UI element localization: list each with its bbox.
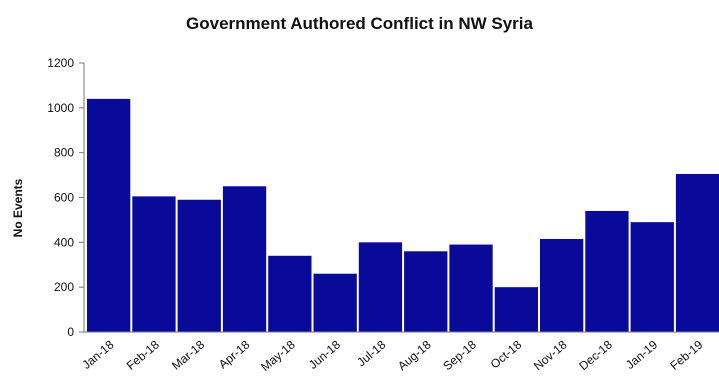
bar-apr-18 — [222, 186, 267, 332]
bar-nov-18 — [540, 238, 584, 332]
chart-title: Government Authored Conflict in NW Syria — [186, 14, 533, 33]
x-tick-label: Mar-18 — [169, 337, 207, 372]
bar-jun-18 — [313, 273, 357, 332]
bar-feb-18 — [132, 196, 176, 332]
bar-feb-19 — [675, 173, 719, 332]
x-tick-label: Jan-19 — [623, 337, 660, 372]
bar-may-18 — [268, 255, 312, 332]
y-axis: 0 200 400 600 800 1000 1200 — [47, 56, 85, 339]
bar-jul-18 — [358, 242, 403, 332]
x-tick-label: May-18 — [258, 337, 298, 374]
y-tick-label: 0 — [67, 325, 74, 339]
bar-jan-19 — [630, 222, 674, 332]
y-tick-label: 800 — [54, 146, 74, 160]
x-tick-label: Feb-19 — [667, 337, 705, 372]
x-tick-label: Nov-18 — [531, 337, 570, 373]
x-tick-label: Aug-18 — [395, 337, 434, 373]
y-tick-label: 600 — [54, 191, 74, 205]
bar-sep-18 — [449, 244, 493, 332]
x-tick-label: Apr-18 — [216, 337, 253, 371]
bar-mar-18 — [177, 199, 221, 332]
y-tick-label: 1000 — [47, 101, 74, 115]
bar-aug-18 — [404, 251, 448, 332]
x-tick-label: Oct-18 — [488, 337, 525, 371]
bar-jan-18 — [87, 98, 131, 332]
x-axis: Jan-18 Feb-18 Mar-18 Apr-18 May-18 Jun-18 Jul-… — [79, 331, 719, 374]
x-tick-label: Dec-18 — [576, 337, 615, 373]
x-tick-label: Jan-18 — [79, 337, 116, 372]
x-tick-label: Jul-18 — [354, 337, 388, 369]
y-tick-label: 400 — [54, 235, 74, 249]
bars — [87, 98, 719, 332]
x-tick-label: Sep-18 — [440, 337, 479, 373]
x-tick-label: Feb-18 — [124, 337, 162, 372]
bar-dec-18 — [585, 210, 629, 332]
x-tick-label: Jun-18 — [306, 337, 343, 372]
y-tick-label: 200 — [54, 280, 74, 294]
y-axis-label: No Events — [11, 178, 25, 237]
bar-oct-18 — [494, 287, 538, 332]
y-tick-label: 1200 — [47, 56, 74, 70]
